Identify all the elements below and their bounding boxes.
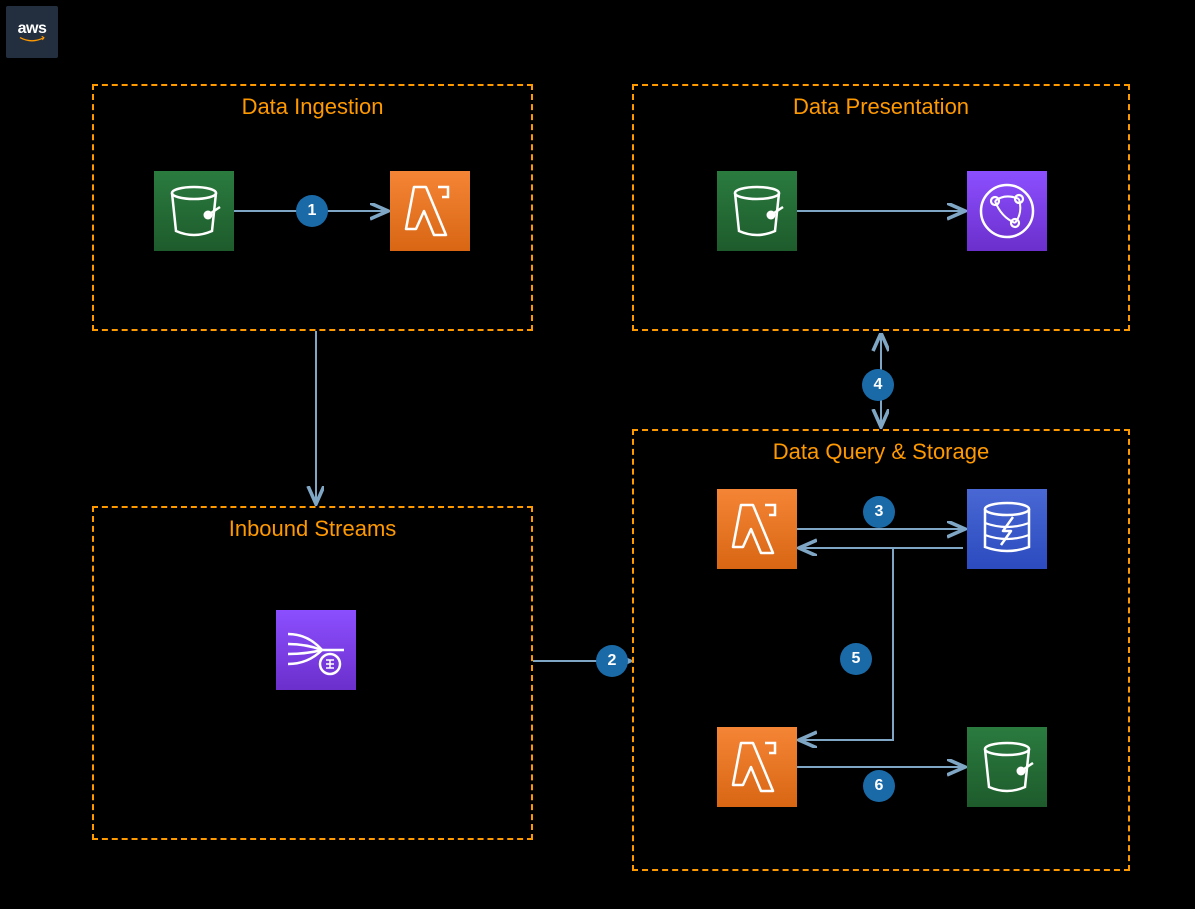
lambda-icon <box>717 489 797 569</box>
step-badge-4: 4 <box>862 369 894 401</box>
step-badge-6: 6 <box>863 770 895 802</box>
lambda-icon <box>390 171 470 251</box>
step-badge-5: 5 <box>840 643 872 675</box>
s3-icon <box>154 171 234 251</box>
dynamodb-icon <box>967 489 1047 569</box>
lambda-icon <box>717 727 797 807</box>
step-badge-1: 1 <box>296 195 328 227</box>
step-badge-2: 2 <box>596 645 628 677</box>
arrow-dynamodb-to-lambda2 <box>801 548 963 740</box>
cloudfront-icon <box>967 171 1047 251</box>
s3-icon <box>967 727 1047 807</box>
step-badge-3: 3 <box>863 496 895 528</box>
s3-icon <box>717 171 797 251</box>
kinesis-icon <box>276 610 356 690</box>
